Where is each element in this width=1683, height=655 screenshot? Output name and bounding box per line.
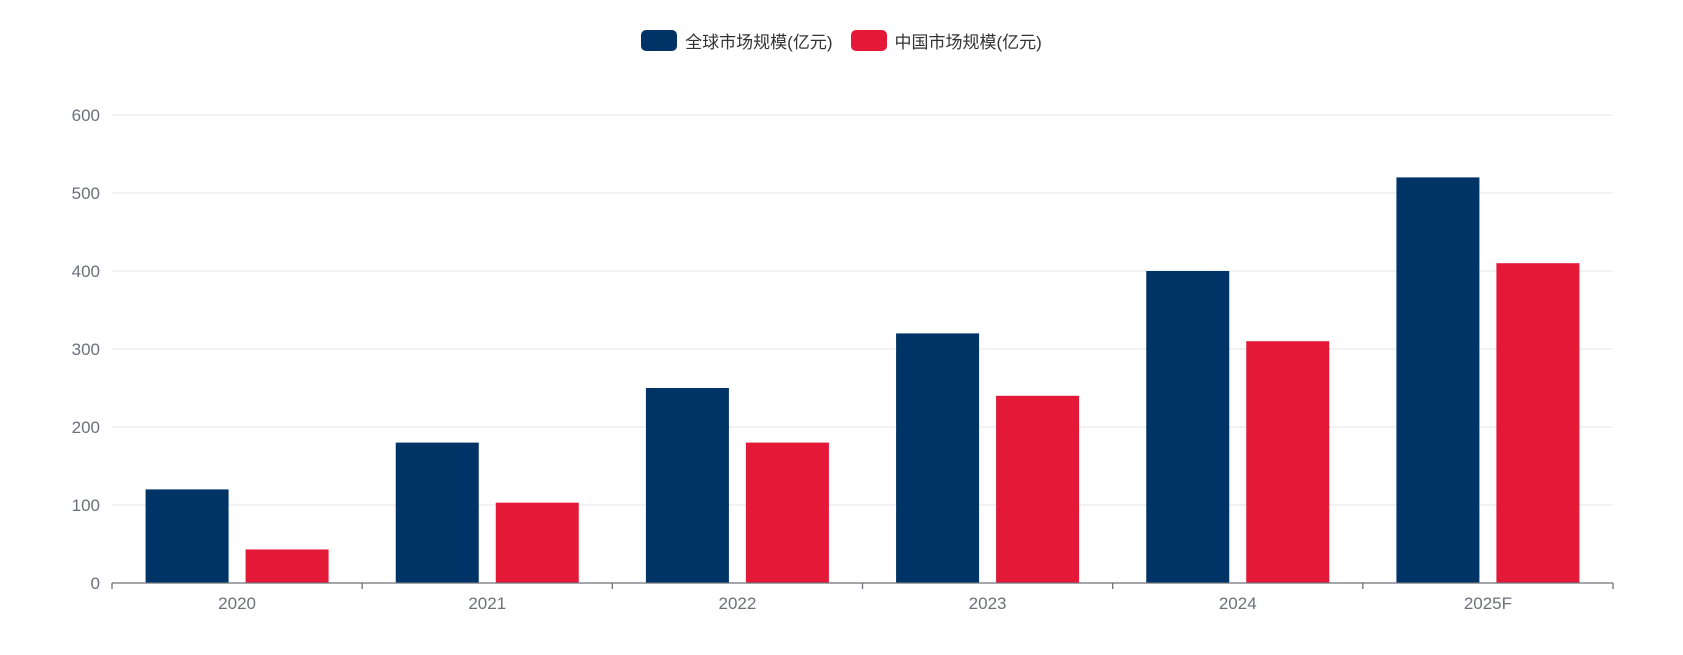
bars xyxy=(145,177,1580,583)
grid-lines xyxy=(112,114,1613,506)
x-tick-label: 2022 xyxy=(719,594,757,613)
bar-china-2022[interactable] xyxy=(745,442,829,583)
bar-global-2023[interactable] xyxy=(896,333,980,583)
bar-global-2020[interactable] xyxy=(145,489,229,583)
x-tick-label: 2024 xyxy=(1219,594,1257,613)
bar-china-2021[interactable] xyxy=(495,502,579,583)
legend-label-global: 全球市场规模(亿元) xyxy=(685,33,833,52)
x-tick-label: 2021 xyxy=(468,594,506,613)
legend-item-global[interactable]: 全球市场规模(亿元) xyxy=(641,28,833,53)
x-tick-label: 2020 xyxy=(218,594,256,613)
bar-global-2021[interactable] xyxy=(395,442,479,583)
legend-label-china: 中国市场规模(亿元) xyxy=(894,33,1042,52)
y-tick-label: 200 xyxy=(72,418,100,437)
y-tick-label: 600 xyxy=(72,106,100,125)
x-tick-label: 2025F xyxy=(1464,594,1512,613)
bar-global-2024[interactable] xyxy=(1146,271,1230,583)
bar-china-2024[interactable] xyxy=(1246,341,1330,583)
y-tick-label: 500 xyxy=(72,184,100,203)
legend-swatch-global xyxy=(641,30,678,51)
legend: 全球市场规模(亿元) 中国市场规模(亿元) xyxy=(0,28,1683,53)
bar-china-2025F[interactable] xyxy=(1496,263,1580,583)
legend-swatch-china xyxy=(850,30,887,51)
x-tick-label: 2023 xyxy=(969,594,1007,613)
bar-global-2022[interactable] xyxy=(645,388,729,583)
y-tick-label: 0 xyxy=(91,574,100,593)
y-tick-label: 300 xyxy=(72,340,100,359)
bar-china-2020[interactable] xyxy=(245,549,329,583)
legend-item-china[interactable]: 中国市场规模(亿元) xyxy=(850,28,1042,53)
y-tick-label: 400 xyxy=(72,262,100,281)
y-tick-label: 100 xyxy=(72,496,100,515)
bar-global-2025F[interactable] xyxy=(1396,177,1480,583)
axes: 0 100 200 300 400 500 600 2020 2021 2022 2023 2024 2… xyxy=(72,106,1614,613)
bar-china-2023[interactable] xyxy=(996,395,1080,583)
